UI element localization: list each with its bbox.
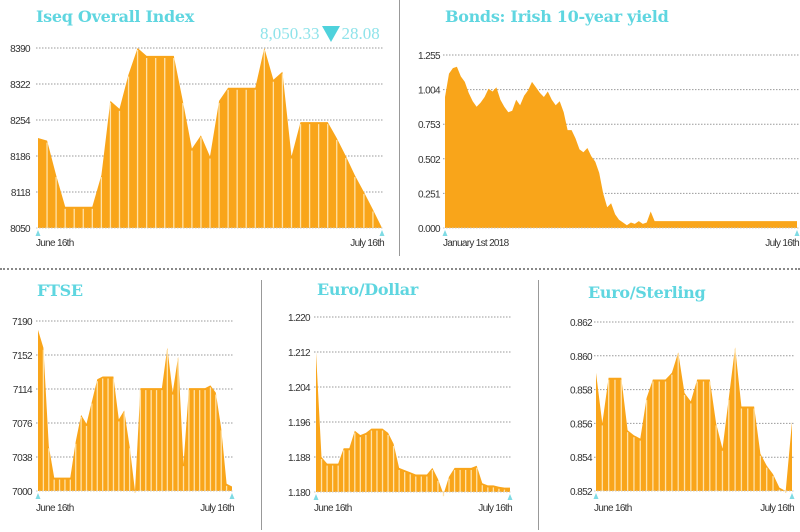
y-tick-label: 1.004 <box>418 86 441 97</box>
chart-title: Bonds: Irish 10-year yield <box>445 7 669 26</box>
area-series <box>596 347 792 491</box>
y-tick-label: 1.196 <box>288 418 311 429</box>
y-tick-label: 1.255 <box>418 51 441 62</box>
x-label-start: June 16th <box>594 503 632 514</box>
end-marker-icon <box>229 493 235 499</box>
y-tick-label: 0.753 <box>418 120 441 131</box>
panel-iseq: Iseq Overall Index 8,050.33 28.08 8390 83… <box>0 0 400 255</box>
y-tick-label: 0.860 <box>570 352 593 363</box>
headline-readout: 8,050.33 28.08 <box>260 24 380 44</box>
chart-title: Euro/Dollar <box>317 280 418 299</box>
y-tick-label: 0.502 <box>418 155 441 166</box>
end-marker-icon <box>507 494 513 500</box>
start-marker-icon <box>313 494 319 500</box>
y-tick-label: 8118 <box>11 188 31 199</box>
divider-vertical-bottom-2 <box>538 280 539 530</box>
y-tick-label: 7076 <box>12 419 33 430</box>
y-tick-label: 7152 <box>12 351 33 362</box>
x-label-end: July 16th <box>760 503 794 514</box>
panel-eurosterling: Euro/Sterling 0.862 0.860 0.858 0.856 0.854 0… <box>540 275 800 532</box>
chart-title: FTSE <box>37 281 83 300</box>
headline-change: 28.08 <box>341 24 380 43</box>
x-label-start: June 16th <box>36 238 74 249</box>
y-tick-label: 7114 <box>13 385 33 396</box>
chart-title: Iseq Overall Index <box>36 7 194 26</box>
y-tick-label: 7000 <box>12 487 33 498</box>
chart-title: Euro/Sterling <box>588 283 706 302</box>
y-tick-label: 8186 <box>10 152 31 163</box>
y-tick-label: 1.212 <box>288 348 311 359</box>
area-series <box>38 329 232 491</box>
headline-value: 8,050.33 <box>260 24 320 43</box>
end-marker-icon <box>789 493 795 499</box>
x-label-end: July 16th <box>350 238 384 249</box>
y-tick-label: 7038 <box>12 453 33 464</box>
x-label-end: July 16th <box>200 503 234 514</box>
y-tick-label: 8050 <box>10 224 31 235</box>
y-tick-label: 0.854 <box>570 453 593 464</box>
y-tick-label: 8390 <box>10 44 31 55</box>
y-tick-label: 8254 <box>10 116 31 127</box>
divider-vertical-top <box>399 0 400 256</box>
panel-eurodollar: Euro/Dollar 1.220 1.212 1.204 1.196 1.188 1.1… <box>262 275 537 532</box>
start-marker-icon <box>593 493 599 499</box>
y-tick-label: 1.204 <box>288 383 311 394</box>
divider-vertical-bottom-1 <box>261 280 262 530</box>
area-series <box>445 66 797 228</box>
y-tick-label: 0.000 <box>418 224 441 235</box>
start-marker-icon <box>35 230 41 236</box>
panel-bonds: Bonds: Irish 10-year yield 1.255 1.004 0.7… <box>400 0 800 255</box>
y-tick-label: 1.180 <box>288 488 311 499</box>
down-arrow-icon <box>321 26 340 42</box>
area-series <box>38 48 382 228</box>
y-tick-label: 0.856 <box>570 419 593 430</box>
x-label-end: July 16th <box>478 503 512 514</box>
end-marker-icon <box>794 230 800 236</box>
y-tick-label: 0.251 <box>418 189 441 200</box>
y-tick-label: 0.862 <box>570 318 593 329</box>
panel-ftse: FTSE 7190 7152 7114 7076 7038 7000 June 16th Ju… <box>0 275 260 532</box>
y-tick-label: 0.858 <box>570 386 593 397</box>
x-label-start: June 16th <box>314 503 352 514</box>
start-marker-icon <box>35 493 41 499</box>
chart-iseq: 8390 8322 8254 8186 8118 8050 June 16th July 16… <box>10 44 385 249</box>
x-label-end: July 16th <box>765 238 799 249</box>
x-label-start: January 1st 2018 <box>443 238 510 249</box>
end-marker-icon <box>379 230 385 236</box>
y-tick-label: 8322 <box>10 80 31 91</box>
x-label-start: June 16th <box>36 503 74 514</box>
area-series <box>316 352 510 495</box>
y-tick-label: 7190 <box>12 317 33 328</box>
start-marker-icon <box>442 230 448 236</box>
divider-horizontal <box>0 268 800 270</box>
y-tick-label: 1.220 <box>288 313 311 324</box>
y-tick-label: 0.852 <box>570 487 593 498</box>
y-tick-label: 1.188 <box>288 453 311 464</box>
